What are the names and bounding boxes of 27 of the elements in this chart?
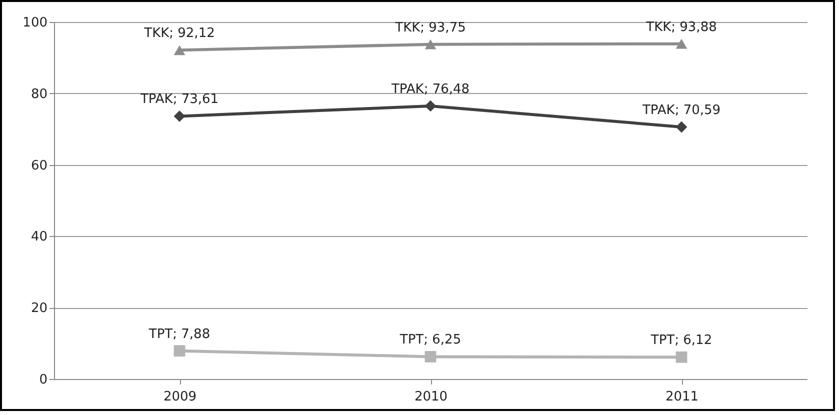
data-label: TPAK; 70,59 (641, 102, 721, 118)
point (174, 45, 186, 56)
data-label: TPT; 6,25 (398, 332, 462, 348)
point (676, 38, 688, 49)
data-label: TKK; 93,75 (394, 20, 466, 36)
x-tick-label: 2009 (163, 390, 197, 404)
point (174, 110, 186, 122)
point (676, 351, 688, 363)
y-tick-label: 80 (30, 86, 48, 102)
point (174, 345, 186, 357)
data-label: TPAK; 76,48 (390, 82, 470, 97)
point (424, 100, 436, 112)
point (424, 39, 436, 50)
data-label: TKK; 92,12 (143, 26, 215, 42)
data-label: TPAK; 73,61 (139, 92, 219, 108)
x-tick-label: 2011 (665, 390, 699, 404)
y-tick-label: 60 (30, 158, 48, 174)
point (676, 121, 688, 133)
y-tick-label: 20 (30, 301, 48, 316)
data-label: TPT; 7,88 (148, 326, 210, 342)
x-tick-label: 2010 (414, 390, 448, 404)
data-label: TKK; 93,88 (645, 20, 717, 35)
y-tick-label: 0 (39, 372, 48, 388)
y-tick-label: 100 (22, 16, 48, 30)
y-tick-label: 40 (30, 230, 48, 245)
point (424, 350, 436, 362)
data-label: TPT; 6,12 (650, 333, 712, 348)
